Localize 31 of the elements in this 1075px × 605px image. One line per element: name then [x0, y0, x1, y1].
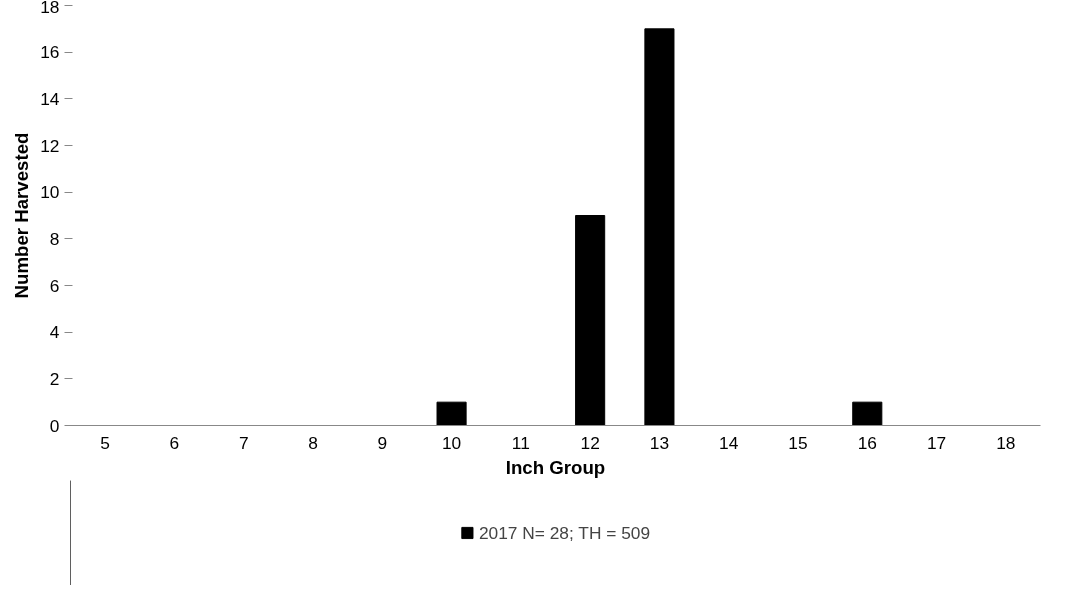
x-tick-label: 10 — [441, 432, 462, 453]
x-tick-label: 15 — [788, 432, 808, 453]
x-tick-label: 8 — [308, 432, 318, 453]
y-tick-label: 18 — [40, 0, 60, 17]
bar — [852, 401, 883, 426]
x-tick-label: 12 — [580, 432, 600, 453]
x-tick-label: 9 — [377, 432, 388, 453]
y-tick-label: 12 — [40, 135, 60, 156]
legend-label: 2017 N= 28; TH = 509 — [478, 522, 651, 543]
y-tick-label: 10 — [40, 182, 60, 203]
x-tick-label: 13 — [649, 432, 670, 453]
bar — [575, 215, 606, 426]
x-tick-label: 7 — [238, 432, 249, 453]
x-tick-label: 16 — [857, 432, 877, 453]
x-tick-label: 11 — [511, 432, 530, 453]
x-tick-label: 6 — [169, 432, 180, 453]
bar — [644, 28, 675, 426]
y-tick-label: 6 — [49, 275, 60, 296]
x-tick-label: 17 — [926, 432, 947, 453]
y-tick-label: 8 — [49, 228, 60, 249]
x-tick-label: 14 — [719, 432, 739, 453]
x-tick-label: 5 — [100, 432, 110, 453]
y-tick-label: 14 — [40, 88, 60, 109]
y-axis-title: Number Harvested — [11, 132, 33, 299]
y-tick-label: 2 — [49, 368, 60, 389]
y-tick-label: 16 — [40, 42, 60, 63]
x-tick-label: 18 — [996, 432, 1016, 453]
y-tick-label: 0 — [49, 415, 60, 436]
bar — [436, 401, 467, 426]
x-axis-title: Inch Group — [505, 456, 606, 478]
y-tick-label: 4 — [49, 322, 60, 343]
